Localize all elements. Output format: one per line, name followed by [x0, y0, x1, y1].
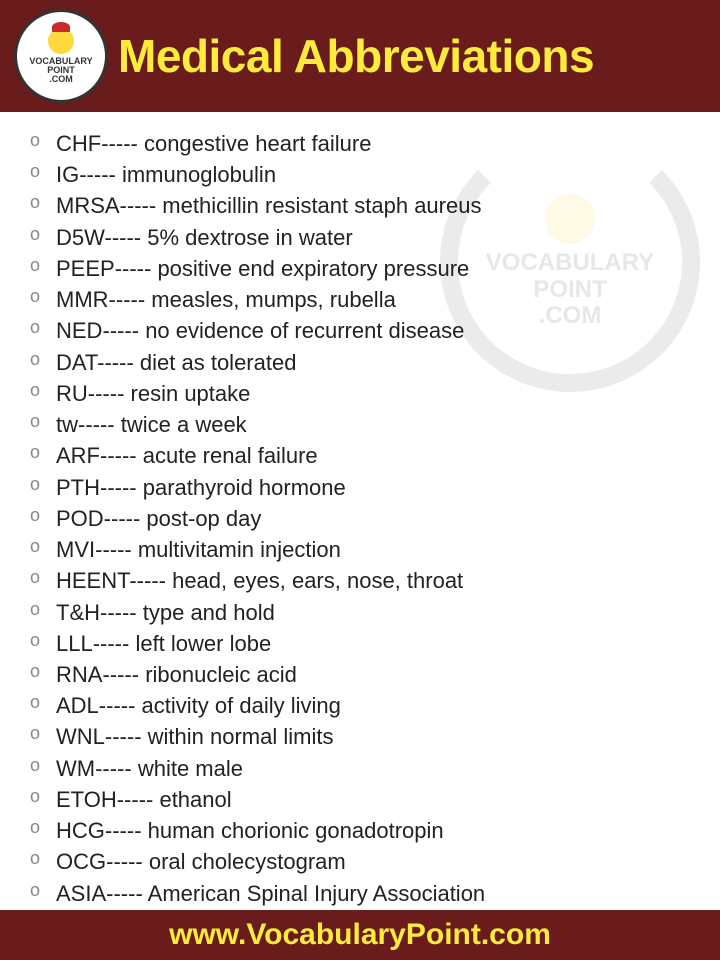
list-item: OCG----- oral cholecystogram: [30, 846, 690, 877]
page-title: Medical Abbreviations: [118, 29, 594, 83]
list-item: T&H----- type and hold: [30, 597, 690, 628]
footer-bar: www.VocabularyPoint.com: [0, 910, 720, 960]
list-item: RNA----- ribonucleic acid: [30, 659, 690, 690]
logo-badge: VOCABULARY POINT .COM: [14, 9, 108, 103]
list-item: ARF----- acute renal failure: [30, 440, 690, 471]
content-area: VOCABULARY POINT .COM CHF----- congestiv…: [0, 112, 720, 909]
header-bar: VOCABULARY POINT .COM Medical Abbreviati…: [0, 0, 720, 112]
list-item: POD----- post-op day: [30, 503, 690, 534]
list-item: ADL----- activity of daily living: [30, 690, 690, 721]
logo-text-line3: .COM: [49, 75, 73, 84]
list-item: HEENT----- head, eyes, ears, nose, throa…: [30, 565, 690, 596]
list-item: WNL----- within normal limits: [30, 721, 690, 752]
list-item: ASIA----- American Spinal Injury Associa…: [30, 878, 690, 909]
list-item: DAT----- diet as tolerated: [30, 347, 690, 378]
list-item: MVI----- multivitamin injection: [30, 534, 690, 565]
list-item: MRSA----- methicillin resistant staph au…: [30, 190, 690, 221]
footer-url: www.VocabularyPoint.com: [169, 918, 551, 952]
list-item: CHF----- congestive heart failure: [30, 128, 690, 159]
abbreviation-list: CHF----- congestive heart failureIG-----…: [30, 128, 690, 909]
list-item: LLL----- left lower lobe: [30, 628, 690, 659]
list-item: PTH----- parathyroid hormone: [30, 472, 690, 503]
list-item: ETOH----- ethanol: [30, 784, 690, 815]
list-item: tw----- twice a week: [30, 409, 690, 440]
mascot-icon: [48, 28, 74, 54]
list-item: D5W----- 5% dextrose in water: [30, 222, 690, 253]
list-item: RU----- resin uptake: [30, 378, 690, 409]
list-item: PEEP----- positive end expiratory pressu…: [30, 253, 690, 284]
list-item: IG----- immunoglobulin: [30, 159, 690, 190]
list-item: HCG----- human chorionic gonadotropin: [30, 815, 690, 846]
list-item: MMR----- measles, mumps, rubella: [30, 284, 690, 315]
list-item: WM----- white male: [30, 753, 690, 784]
list-item: NED----- no evidence of recurrent diseas…: [30, 315, 690, 346]
